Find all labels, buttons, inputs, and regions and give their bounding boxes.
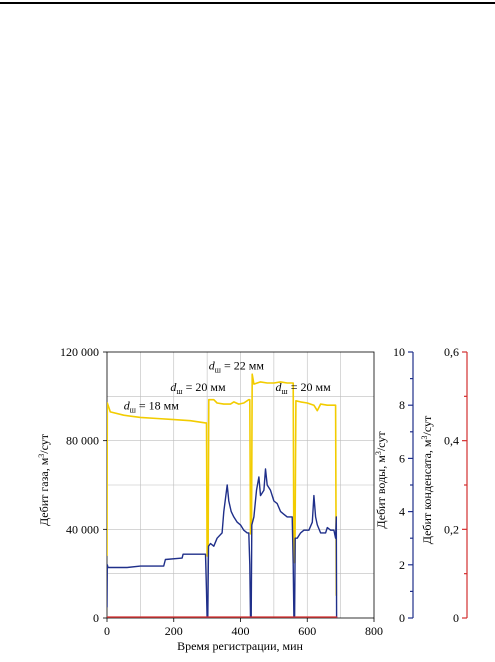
annotation-var: d <box>124 399 131 413</box>
annotation-var: d <box>170 380 177 394</box>
annotation-var: d <box>276 380 283 394</box>
grid <box>107 352 374 618</box>
condensate-tick-label: 0 <box>453 611 459 625</box>
water-tick-label: 4 <box>399 505 405 519</box>
water-tick-label: 6 <box>399 451 405 465</box>
water-axis-title: Дебит воды, м3/сут <box>374 431 388 529</box>
gas-tick-label: 120 000 <box>60 345 99 359</box>
x-tick-label: 200 <box>165 624 183 638</box>
annotation: dш = 22 мм <box>209 359 265 375</box>
annotation-text: = 18 мм <box>136 399 179 413</box>
water-tick-label: 10 <box>393 345 405 359</box>
gas-tick-label: 40 000 <box>66 522 99 536</box>
condensate-tick-label: 0,6 <box>444 345 459 359</box>
top-rule <box>0 2 495 4</box>
annotation: dш = 18 мм <box>124 399 180 415</box>
annotation: dш = 20 мм <box>276 380 332 396</box>
gas-tick-label: 0 <box>93 611 99 625</box>
gas-series-line <box>107 373 338 596</box>
annotation-text: = 22 мм <box>221 359 264 373</box>
condensate-axis-title: Дебит конденсата, м3/сут <box>420 415 434 544</box>
water-tick-label: 8 <box>399 398 405 412</box>
water-tick-label: 0 <box>399 611 405 625</box>
x-axis-title: Время регистрации, мин <box>177 639 303 653</box>
water-tick-label: 2 <box>399 558 405 572</box>
ticks: 0 200 400 600 800 0 40 000 80 000 120 000 0 2 4 6 8 10… <box>60 345 468 638</box>
annotation: dш = 20 мм <box>170 380 226 396</box>
x-tick-label: 600 <box>298 624 316 638</box>
x-tick-label: 800 <box>365 624 383 638</box>
x-tick-label: 400 <box>232 624 250 638</box>
annotation-sub: ш <box>215 366 222 375</box>
annotation-sub: ш <box>130 406 137 415</box>
gas-axis-title: Дебит газа, м3/сут <box>37 433 51 526</box>
condensate-tick-label: 0,4 <box>444 434 459 448</box>
condensate-tick-label: 0,2 <box>444 522 459 536</box>
annotation-text: = 20 мм <box>288 380 331 394</box>
annotation-var: d <box>209 359 216 373</box>
series-layer <box>107 373 338 618</box>
annotation-text: = 20 мм <box>183 380 226 394</box>
water-series-line <box>107 468 338 618</box>
gas-tick-label: 80 000 <box>66 434 99 448</box>
x-tick-label: 0 <box>104 624 110 638</box>
annotation-sub: ш <box>176 387 183 396</box>
annotation-sub: ш <box>282 387 289 396</box>
